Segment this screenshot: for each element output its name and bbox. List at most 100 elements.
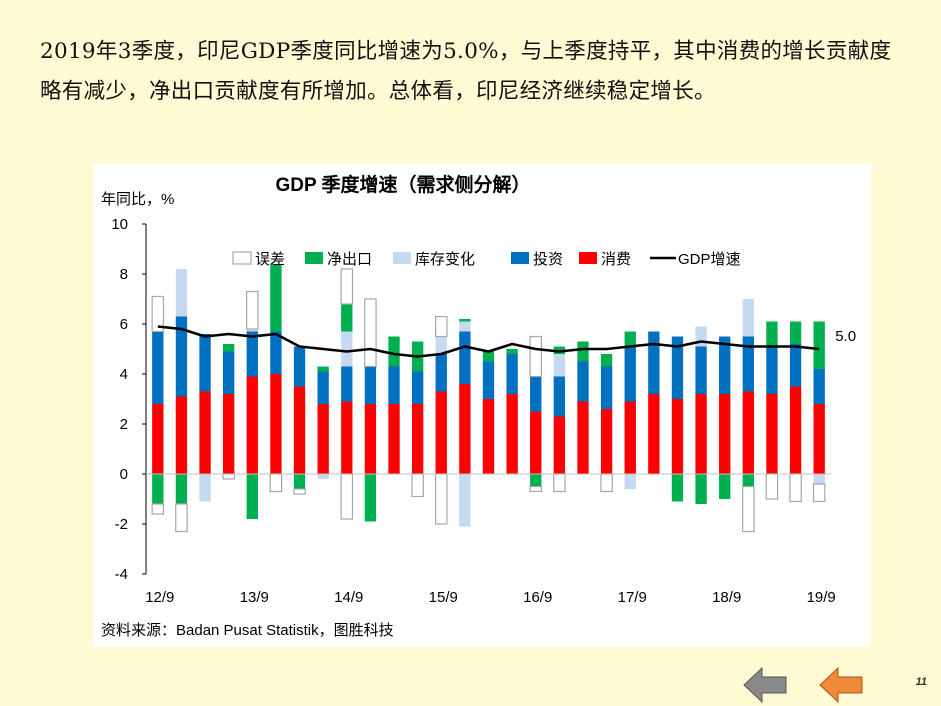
bar-segment-investment	[553, 376, 566, 417]
bar-segment-consumption	[648, 394, 660, 474]
bar-segment-consumption	[341, 401, 353, 474]
bar-segment-error-negative	[411, 473, 424, 498]
next-page-button[interactable]	[818, 665, 864, 705]
bar-segment-consumption	[152, 404, 164, 474]
bar-segment-investment	[530, 376, 542, 412]
left-arrow-orange-icon	[819, 666, 863, 704]
bar-segment-investment	[199, 334, 211, 392]
y-tick-label: 0	[120, 466, 128, 483]
bar-segment-investment	[789, 344, 802, 387]
bar-segment-consumption	[293, 386, 306, 474]
bar-segment-investment	[175, 316, 188, 397]
bar-segment-consumption	[789, 386, 802, 474]
legend-label: 净出口	[327, 251, 372, 268]
bar-segment-investment	[411, 371, 424, 404]
bar-segment-investment	[435, 354, 447, 392]
bar-segment-investment	[813, 369, 825, 404]
bar-segment-net-export	[341, 304, 353, 332]
bar-segment-consumption	[459, 384, 471, 474]
bar-segment-net-export-negative	[742, 474, 754, 487]
bar-segment-investment	[317, 371, 329, 404]
bar-segment-inventory-negative	[317, 474, 329, 479]
legend-label: 库存变化	[415, 251, 475, 268]
bar-segment-error	[529, 335, 543, 378]
bar-segment-investment	[648, 331, 660, 394]
bar-segment-consumption	[624, 401, 636, 474]
bar-segment-net-export	[388, 336, 400, 367]
bar-segment-inventory-negative	[199, 474, 211, 502]
bar-segment-consumption	[671, 399, 684, 474]
x-tick-label: 17/9	[618, 589, 647, 606]
bar-segment-inventory-negative	[624, 474, 636, 489]
bar-segment-net-export-negative	[152, 474, 164, 504]
legend-label: 投资	[533, 251, 563, 268]
bar-segment-error-negative	[175, 503, 188, 533]
bar-segment-consumption	[719, 394, 731, 474]
bar-segment-inventory	[742, 299, 754, 337]
bar-segment-investment	[600, 366, 613, 409]
y-axis-unit-label: 年同比，%	[101, 191, 175, 208]
bar-segment-net-export	[270, 264, 282, 332]
bar-segment-consumption	[411, 404, 424, 474]
bar-segment-inventory	[246, 329, 258, 332]
chart-panel: GDP 季度增速（需求侧分解） 年同比，% -4 -2 0 2 4 6 8 10 12/9 13/…	[93, 164, 871, 647]
gdp-growth-line	[157, 325, 820, 358]
x-tick-label: 16/9	[523, 589, 552, 606]
bar-segment-investment	[152, 331, 164, 404]
bar-segment-net-export-negative	[671, 474, 684, 502]
bar-segment-investment	[270, 331, 282, 374]
chart-title: GDP 季度增速（需求侧分解）	[275, 175, 531, 196]
bar-segment-investment	[364, 366, 377, 404]
x-tick-label: 13/9	[240, 589, 269, 606]
bar-segment-consumption	[600, 409, 613, 474]
legend-swatch	[579, 252, 597, 264]
bar-segment-error-negative	[742, 485, 755, 533]
bar-segment-inventory	[435, 336, 447, 354]
bar-segment-consumption	[813, 404, 825, 474]
bar-segment-net-export	[766, 321, 778, 347]
bar-segment-net-export	[223, 344, 235, 352]
bar-segment-inventory	[553, 354, 566, 377]
bar-segment-consumption	[270, 374, 282, 474]
bar-segment-error-negative	[151, 503, 165, 515]
bar-segment-error-negative	[553, 473, 566, 493]
bar-segment-error-negative	[765, 473, 779, 500]
bar-segment-net-export	[577, 341, 589, 362]
bar-segment-consumption	[175, 396, 188, 474]
left-arrow-gray-icon	[743, 666, 787, 704]
page-number: 11	[915, 676, 927, 688]
bar-segment-inventory-negative	[459, 474, 471, 527]
bar-segment-inventory-negative	[813, 474, 825, 484]
bar-segment-consumption	[482, 399, 495, 474]
x-tick-label: 19/9	[807, 589, 836, 606]
previous-page-button[interactable]	[742, 665, 788, 705]
bar-segment-consumption	[199, 391, 211, 474]
bar-segment-investment	[695, 346, 707, 394]
bar-segment-investment	[388, 366, 400, 404]
bar-segment-net-export-negative	[364, 474, 377, 522]
bar-segment-net-export-negative	[175, 474, 188, 504]
bar-segment-consumption	[695, 394, 707, 474]
gdp-contribution-chart: -4 -2 0 2 4 6 8 10 12/9 13/9 14/9 15/9 16/9 17/9 18/9 1…	[111, 216, 856, 606]
bar-segment-consumption	[530, 411, 542, 474]
bar-segment-net-export	[789, 321, 802, 344]
bar-segment-net-export	[813, 321, 825, 369]
bar-segment-error	[246, 290, 259, 330]
x-tick-label: 15/9	[429, 589, 458, 606]
bar-segment-consumption	[435, 391, 447, 474]
intro-paragraph: 2019年3季度，印尼GDP季度同比增速为5.0%，与上季度持平，其中消费的增长…	[40, 39, 892, 104]
bar-segment-net-export	[600, 354, 613, 367]
bar-segment-investment	[766, 346, 778, 394]
bar-segment-error-negative	[812, 483, 826, 503]
legend-label: 误差	[255, 251, 285, 268]
bar-segment-error	[434, 315, 448, 338]
bar-segment-investment	[293, 346, 306, 387]
bar-segment-investment	[506, 354, 518, 394]
y-tick-label: 8	[120, 266, 128, 283]
legend-label: GDP增速	[678, 251, 741, 268]
bar-segment-investment	[223, 351, 235, 394]
bar-segment-net-export-negative	[246, 474, 258, 519]
y-tick-label: 4	[120, 366, 128, 383]
bar-segment-investment	[246, 331, 258, 377]
bar-segment-error	[364, 298, 377, 368]
